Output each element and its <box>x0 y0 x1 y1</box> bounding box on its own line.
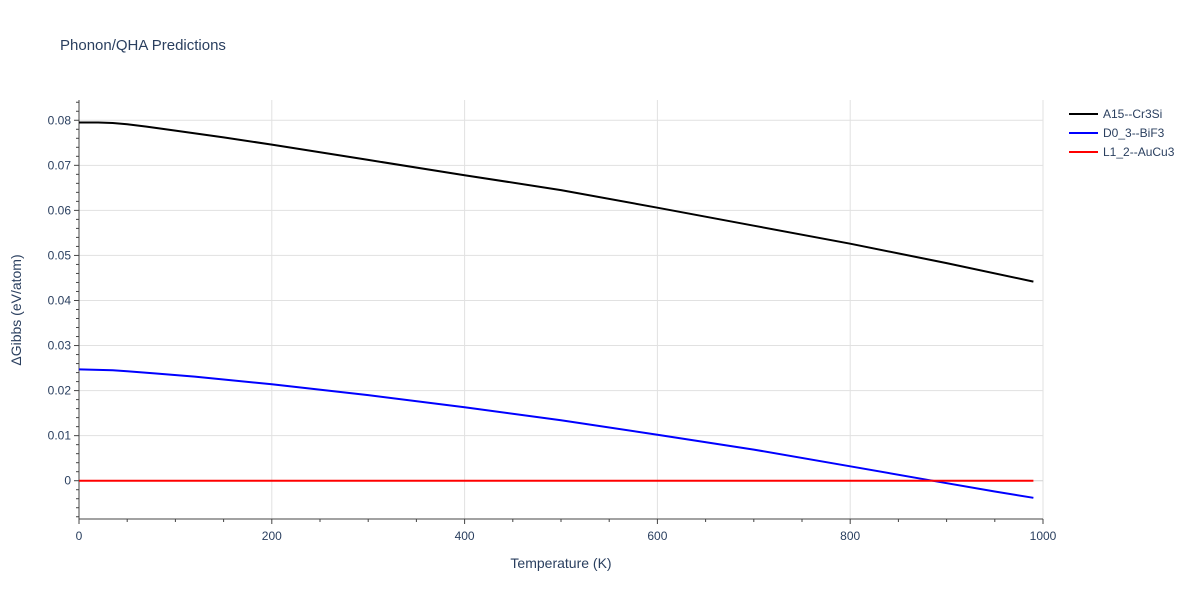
legend: A15--Cr3Si D0_3--BiF3 L1_2--AuCu3 <box>1069 107 1175 159</box>
legend-item[interactable]: L1_2--AuCu3 <box>1069 145 1175 159</box>
x-tick-label: 800 <box>840 529 860 543</box>
series-line-D0_3--BiF3 <box>78 368 1034 499</box>
y-tick-label: 0.07 <box>48 158 72 172</box>
x-tick-label: 1000 <box>1030 529 1057 543</box>
x-axis-title: Temperature (K) <box>510 555 611 571</box>
x-tick-label: 0 <box>76 529 83 543</box>
x-tick-label: 200 <box>262 529 282 543</box>
legend-label: D0_3--BiF3 <box>1103 126 1165 140</box>
y-axis-title: ΔGibbs (eV/atom) <box>8 254 24 365</box>
legend-item[interactable]: D0_3--BiF3 <box>1069 126 1165 140</box>
legend-label: L1_2--AuCu3 <box>1103 145 1175 159</box>
y-tick-label: 0.01 <box>48 429 72 443</box>
x-tick-label: 600 <box>647 529 667 543</box>
axes: 0 200 400 600 800 1000 0 0.01 0.02 0.03 0.04 0.05 0.… <box>48 100 1057 543</box>
y-tick-label: 0.03 <box>48 339 72 353</box>
grid <box>79 100 1044 519</box>
y-tick-label: 0 <box>64 474 71 488</box>
y-tick-label: 0.05 <box>48 248 72 262</box>
y-tick-label: 0.02 <box>48 384 72 398</box>
series-line-A15--Cr3Si <box>79 121 1034 283</box>
chart-title: Phonon/QHA Predictions <box>60 37 226 54</box>
x-tick-label: 400 <box>455 529 475 543</box>
legend-label: A15--Cr3Si <box>1103 107 1162 121</box>
series-group <box>78 121 1034 499</box>
legend-item[interactable]: A15--Cr3Si <box>1069 107 1162 121</box>
y-tick-label: 0.06 <box>48 203 72 217</box>
y-tick-label: 0.08 <box>48 113 72 127</box>
y-tick-label: 0.04 <box>48 293 72 307</box>
